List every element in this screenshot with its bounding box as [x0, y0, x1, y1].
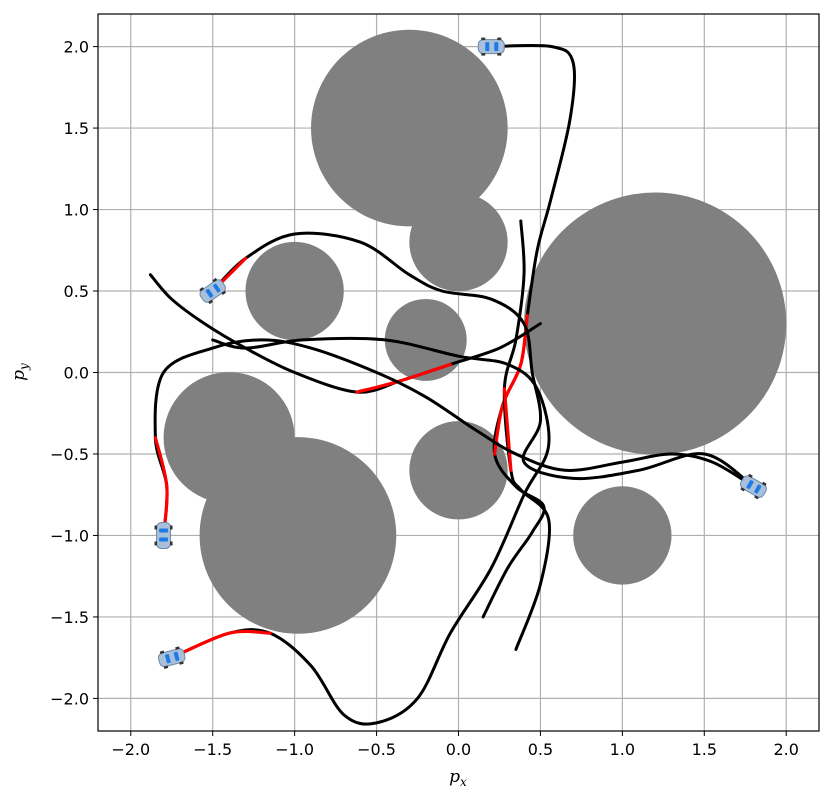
- car-wheel: [154, 541, 158, 546]
- obstacle-circle: [409, 192, 508, 292]
- car-icon: [477, 37, 505, 56]
- obstacle-circle: [311, 29, 508, 227]
- trajectory-highlight: [493, 313, 529, 456]
- trajectory-highlight: [502, 387, 513, 472]
- car-window: [746, 480, 754, 490]
- car-wheel: [497, 37, 502, 41]
- trajectory-path: [170, 336, 551, 726]
- trajectory-highlight: [170, 629, 272, 660]
- car-body: [199, 279, 226, 303]
- y-tick-label: −1.5: [50, 608, 89, 627]
- x-tick-label: 2.0: [774, 740, 799, 759]
- car-wheel: [221, 290, 227, 295]
- car-wheel: [212, 277, 218, 283]
- x-tick-label: −1.0: [275, 740, 314, 759]
- car-body: [740, 475, 767, 498]
- y-tick-label: 1.0: [64, 201, 89, 220]
- x-tick-label: −0.5: [357, 740, 396, 759]
- car-body: [477, 39, 505, 55]
- car-wheel: [170, 525, 173, 530]
- trajectories: [148, 43, 755, 726]
- car-window: [205, 288, 214, 298]
- car-body: [156, 521, 172, 549]
- x-tick-label: −2.0: [111, 740, 150, 759]
- car-wheel: [175, 646, 180, 650]
- cars: [154, 37, 767, 669]
- car-icon: [154, 521, 173, 549]
- car-wheel: [208, 299, 213, 305]
- car-window: [754, 484, 762, 494]
- car-wheel: [761, 481, 767, 486]
- car-window: [173, 651, 180, 662]
- car-window: [494, 42, 499, 52]
- y-tick-label: −1.0: [50, 526, 89, 545]
- x-axis-label: px: [449, 767, 467, 789]
- y-axis-label: py: [9, 363, 31, 381]
- trajectory-path: [153, 338, 755, 537]
- axis-ticks: −2.0 −1.5 −1.0 −0.5 0.0 0.5 1.0 1.5 2.0 −2.0 −1.5 −…: [50, 38, 799, 759]
- trajectory-path: [211, 231, 755, 489]
- car-window: [159, 528, 169, 533]
- car-wheel: [754, 495, 759, 500]
- x-tick-label: 1.5: [692, 740, 717, 759]
- y-tick-label: 0.0: [64, 364, 89, 383]
- y-tick-label: 2.0: [64, 38, 89, 57]
- obstacle-circle: [199, 437, 397, 634]
- car-wheel: [740, 487, 746, 492]
- x-tick-label: 0.5: [528, 740, 553, 759]
- obstacle-circle: [524, 192, 787, 455]
- car-wheel: [748, 473, 753, 478]
- car-wheel: [163, 665, 169, 669]
- car-window: [485, 42, 490, 52]
- car-wheel: [497, 53, 502, 56]
- y-tick-label: −0.5: [50, 445, 89, 464]
- obstacles: [163, 29, 787, 634]
- car-wheel: [170, 541, 173, 546]
- trajectory-path: [148, 273, 542, 394]
- obstacle-circle: [573, 486, 672, 585]
- car-icon: [740, 473, 767, 500]
- y-tick-label: 0.5: [64, 282, 89, 301]
- x-tick-label: −1.5: [193, 740, 232, 759]
- y-tick-label: −2.0: [50, 689, 89, 708]
- car-wheel: [179, 661, 184, 665]
- x-tick-label: 1.0: [610, 740, 635, 759]
- car-wheel: [154, 525, 158, 530]
- car-wheel: [199, 287, 205, 292]
- car-body: [157, 648, 186, 668]
- y-tick-label: 1.5: [64, 119, 89, 138]
- obstacle-circle: [384, 298, 467, 381]
- x-tick-label: 0.0: [446, 740, 471, 759]
- trajectory-highlight: [355, 362, 452, 394]
- car-wheel: [481, 37, 486, 41]
- car-icon: [157, 646, 186, 669]
- car-icon: [199, 277, 227, 305]
- obstacle-circle: [409, 421, 508, 520]
- car-wheel: [159, 650, 165, 654]
- car-window: [159, 537, 169, 542]
- car-window: [212, 283, 221, 293]
- car-wheel: [481, 53, 486, 56]
- obstacle-circle: [245, 241, 344, 341]
- car-window: [165, 654, 171, 664]
